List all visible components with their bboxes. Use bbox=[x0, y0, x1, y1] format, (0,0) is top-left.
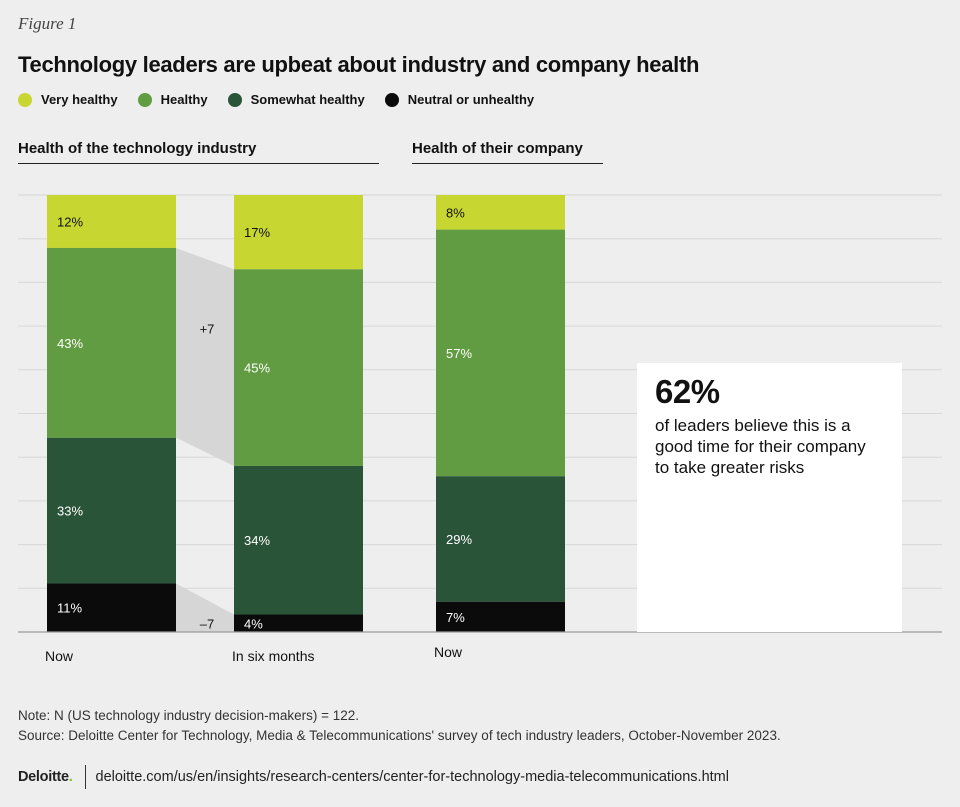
category-label: In six months bbox=[232, 648, 314, 664]
legend: Very healthy Healthy Somewhat healthy Ne… bbox=[18, 92, 554, 107]
section-heading-company: Health of their company bbox=[412, 140, 603, 164]
legend-label: Somewhat healthy bbox=[250, 92, 365, 107]
chart-notes: Note: N (US technology industry decision… bbox=[18, 706, 781, 747]
bar-segment-neutral-or-unhealthy bbox=[47, 583, 176, 632]
value-label: 33% bbox=[57, 504, 83, 519]
bar-segment-healthy bbox=[436, 229, 565, 477]
bar-segment-healthy bbox=[234, 269, 363, 466]
section-heading-industry: Health of the technology industry bbox=[18, 140, 379, 164]
value-label: 34% bbox=[244, 533, 270, 548]
value-label: 29% bbox=[446, 532, 472, 547]
footer: Deloitte. deloitte.com/us/en/insights/re… bbox=[18, 765, 729, 789]
legend-swatch-healthy bbox=[137, 92, 152, 107]
stacked-bar-chart: 12% 43% 33% 11% 17% 45% 34% 4% 8% 57% 29% 7% +7 –7 Now… bbox=[18, 194, 942, 664]
category-label: Now bbox=[45, 648, 74, 664]
value-label: 45% bbox=[244, 361, 270, 376]
bar-segment-somewhat-healthy bbox=[234, 465, 363, 615]
change-annotation: –7 bbox=[200, 616, 214, 631]
callout-box: 62% of leaders believe this is a good ti… bbox=[637, 363, 902, 632]
legend-item-neutral-or-unhealthy: Neutral or unhealthy bbox=[384, 92, 535, 107]
value-label: 11% bbox=[57, 601, 82, 616]
bar-segment-somewhat-healthy bbox=[436, 476, 565, 602]
bar-segment-very-healthy bbox=[436, 195, 565, 230]
value-label: 57% bbox=[446, 346, 472, 361]
legend-item-very-healthy: Very healthy bbox=[18, 92, 118, 107]
legend-item-somewhat-healthy: Somewhat healthy bbox=[227, 92, 365, 107]
legend-swatch-neutral-or-unhealthy bbox=[384, 92, 399, 107]
bar-segment-very-healthy bbox=[47, 195, 176, 248]
callout-text: of leaders believe this is a good time f… bbox=[655, 415, 866, 478]
deloitte-logo: Deloitte. bbox=[18, 769, 73, 785]
legend-label: Very healthy bbox=[41, 92, 118, 107]
callout-value: 62% bbox=[655, 373, 720, 410]
bar-segment-very-healthy bbox=[234, 195, 363, 270]
change-connector-neutral-or-unhealthy bbox=[176, 583, 234, 632]
note-text: Note: N (US technology industry decision… bbox=[18, 708, 360, 723]
chart-title: Technology leaders are upbeat about indu… bbox=[18, 52, 700, 77]
bar-segment-neutral-or-unhealthy bbox=[436, 601, 565, 632]
legend-item-healthy: Healthy bbox=[137, 92, 208, 107]
bar-segment-somewhat-healthy bbox=[47, 437, 176, 584]
bar-segment-neutral-or-unhealthy bbox=[234, 614, 363, 632]
legend-swatch-somewhat-healthy bbox=[227, 92, 242, 107]
value-label: 12% bbox=[57, 214, 83, 229]
legend-label: Healthy bbox=[160, 92, 208, 107]
value-label: 4% bbox=[244, 616, 263, 631]
legend-swatch-very-healthy bbox=[18, 92, 32, 107]
footer-url[interactable]: deloitte.com/us/en/insights/research-cen… bbox=[95, 769, 729, 785]
value-label: 17% bbox=[244, 225, 270, 240]
value-label: 43% bbox=[57, 336, 83, 351]
footer-divider bbox=[84, 765, 86, 789]
figure-label: Figure 1 bbox=[18, 14, 77, 33]
bar-segment-healthy bbox=[47, 247, 176, 438]
change-annotation: +7 bbox=[200, 321, 215, 336]
value-label: 7% bbox=[446, 610, 465, 625]
legend-label: Neutral or unhealthy bbox=[407, 92, 535, 107]
value-label: 8% bbox=[446, 205, 465, 220]
source-text: Source: Deloitte Center for Technology, … bbox=[18, 728, 781, 744]
change-connector-healthy bbox=[176, 247, 234, 466]
category-label: Now bbox=[434, 644, 463, 660]
